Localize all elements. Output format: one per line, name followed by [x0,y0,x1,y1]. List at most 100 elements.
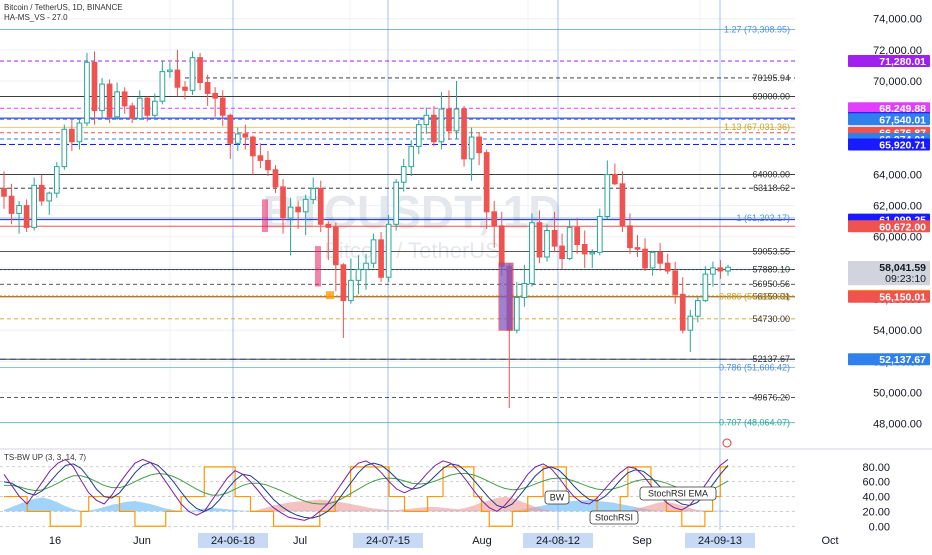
price-tick-label: 74,000.00 [873,14,922,26]
candle-body [144,97,151,116]
date-highlight [198,533,268,548]
stochrsi-ema-callout-box [639,486,717,501]
date-highlight-label: 24-07-15 [366,535,410,547]
stochrsi-callout-box [589,510,639,525]
candle-body [325,223,332,228]
price-badge [848,290,930,303]
candle-body [204,82,211,94]
price-badge [848,55,930,68]
fib-label: 1 (61,202.17) [736,213,790,223]
candle-body [38,184,45,202]
candle-body [174,69,181,88]
candle-body [250,136,256,157]
level-label: 57889.10 [752,265,790,275]
stochrsi-ema-callout: StochRSI EMA [648,489,708,499]
osc-tick-label: 80.00 [862,462,890,474]
candle-body [332,226,339,266]
candle-body [84,61,90,124]
candle-body [151,100,158,116]
candle-body [302,198,309,213]
level-label: 63118.62 [753,183,790,193]
level-label: 69000.00 [752,92,790,102]
price-badge-label: 71,280.01 [879,56,926,68]
time-tick-label: Sep [632,535,652,547]
time-tick-label: 16 [49,535,61,547]
candle-body [370,239,377,264]
candle-body [431,114,437,143]
level-label: 70195.94 [752,73,790,83]
candle-body [310,187,317,200]
level-label: 49676.20 [752,393,790,403]
level-label: 59053.55 [752,246,790,256]
date-highlight-label: 24-06-18 [211,535,255,547]
candle-body [672,270,679,295]
candle-body [61,128,68,168]
candle-body [16,205,22,214]
fib-label: 1.13 (67,031.36) [724,122,790,132]
level-label: 54730.00 [752,314,790,324]
candle-body [446,108,452,132]
candle-body [536,222,543,258]
fib-label: 0.786 (51,606.42) [719,362,790,372]
candle-body [657,251,663,264]
fib-label: 0.707 (48,064.07) [719,418,790,428]
countdown-label: 09:23:10 [885,273,926,285]
highlight-box [326,291,334,300]
candle-body [559,245,565,260]
bw-down-area [4,496,728,512]
candle-body [664,262,671,272]
candle-body [400,166,407,183]
bw-up-area [4,497,728,512]
date-highlight-label: 24-09-13 [698,535,742,547]
candle-body [551,230,558,247]
candle-body [340,264,347,302]
price-tick-label: 60,000.00 [873,232,922,244]
candle-body [69,128,75,143]
candle-body [272,169,279,188]
stochrsi-callout: StochRSI [595,513,633,523]
candle-body [710,267,716,275]
osc-tick-label: 0.00 [869,521,890,533]
candle-body [612,173,618,185]
candle-body [566,226,573,260]
candle-body [227,114,234,144]
candle-body [423,114,430,126]
candle-body [348,279,354,302]
fib-label: 1.27 (73,308.95) [724,24,790,34]
candle-body [415,124,422,147]
candle-body [619,183,626,227]
candle-body [280,186,286,219]
candle-body [438,108,445,143]
oscillator-title: TS-BW UP (3, 3, 14, 7) [4,453,86,462]
candle-body [363,262,369,270]
candle-body [242,133,249,138]
candle-body [725,266,731,272]
candle-body [265,159,271,171]
level-lines: 70195.94 69000.00 64000.00 63118.62 59053.55… [0,24,795,428]
candle-body [596,215,603,253]
candle-body [53,166,60,194]
candle-body [99,83,105,112]
candle-body [581,244,588,255]
highlight-box [498,262,514,331]
price-axis: 48,000.0050,000.0052,000.0054,000.0056,0… [797,0,932,550]
candle-body [167,69,173,73]
candle-body [355,268,362,281]
candle-body [468,136,475,160]
candle-body [8,195,15,214]
current-price-label: 58,041.59 [879,262,926,274]
level-label: 64000.00 [752,169,790,179]
time-tick-label: Aug [472,535,492,547]
time-tick-label: Oct [821,535,838,547]
candle-body [574,226,581,246]
bw-callout-box [544,490,570,505]
highlight-box [262,199,268,233]
candle-body [257,155,264,161]
fib-label: 0.886 (56,150.01) [719,292,790,302]
candle-body [212,92,219,99]
osc-tick-label: 60.00 [862,477,890,489]
osc-tick-label: 20.00 [862,506,890,518]
candle-body [453,108,460,132]
